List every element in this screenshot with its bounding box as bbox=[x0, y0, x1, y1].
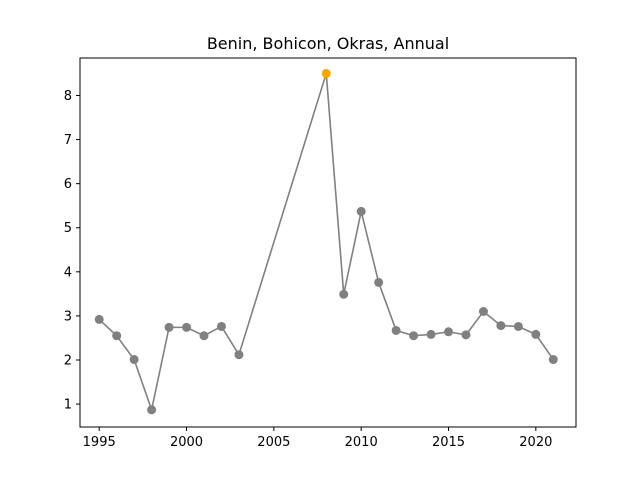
y-tick-label: 5 bbox=[64, 221, 72, 236]
data-point bbox=[129, 355, 139, 365]
y-tick-label: 1 bbox=[64, 398, 72, 413]
data-point bbox=[356, 206, 366, 216]
y-tick-label: 3 bbox=[64, 309, 72, 324]
data-point bbox=[234, 350, 244, 360]
chart-title: Benin, Bohicon, Okras, Annual bbox=[207, 34, 449, 53]
x-tick-label: 1995 bbox=[83, 435, 116, 450]
data-point bbox=[461, 330, 471, 340]
data-point bbox=[426, 329, 436, 339]
y-tick-label: 4 bbox=[64, 265, 72, 280]
data-point bbox=[199, 331, 209, 341]
data-point bbox=[513, 321, 523, 331]
data-point bbox=[409, 331, 419, 341]
data-point bbox=[94, 314, 104, 324]
data-point bbox=[216, 321, 226, 331]
x-tick-label: 2005 bbox=[257, 435, 290, 450]
data-point bbox=[548, 355, 558, 365]
series-line bbox=[98, 73, 554, 413]
data-point bbox=[478, 306, 488, 316]
data-point bbox=[496, 321, 506, 331]
data-point bbox=[374, 277, 384, 287]
data-point bbox=[339, 289, 349, 299]
plot-area-frame bbox=[79, 57, 577, 428]
data-point bbox=[531, 329, 541, 339]
data-point bbox=[444, 327, 454, 337]
data-point bbox=[391, 325, 401, 335]
data-point bbox=[147, 405, 157, 415]
x-tick-label: 2015 bbox=[432, 435, 465, 450]
data-point-highlight bbox=[321, 68, 331, 78]
y-tick-label: 2 bbox=[64, 353, 72, 368]
x-axis: 1995 2000 2005 2010 2015 2020 bbox=[83, 427, 552, 450]
y-tick-label: 7 bbox=[64, 133, 72, 148]
y-tick-label: 8 bbox=[64, 89, 72, 104]
x-tick-label: 2000 bbox=[170, 435, 203, 450]
y-tick-label: 6 bbox=[64, 177, 72, 192]
data-point bbox=[182, 322, 192, 332]
x-tick-label: 2020 bbox=[519, 435, 552, 450]
series-layer bbox=[94, 68, 558, 415]
data-point bbox=[164, 322, 174, 332]
x-tick-label: 2010 bbox=[345, 435, 378, 450]
y-axis: 1 2 3 4 5 6 7 8 bbox=[64, 89, 80, 413]
data-point bbox=[112, 331, 122, 341]
